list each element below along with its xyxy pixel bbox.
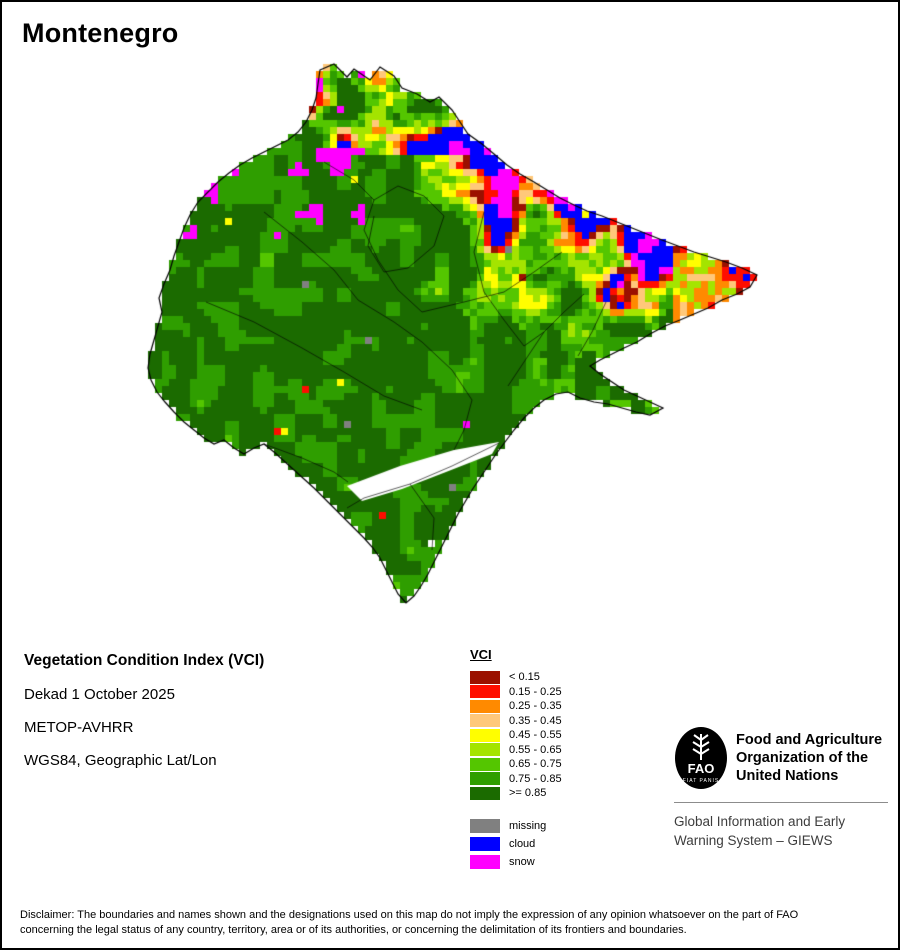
legend-swatch (470, 757, 500, 771)
info-dekad: Dekad 1 October 2025 (24, 686, 175, 703)
legend-label: cloud (509, 837, 536, 850)
legend-swatch (470, 714, 500, 728)
giews-label: Global Information and Early Warning Sys… (674, 813, 888, 851)
legend-label: 0.15 - 0.25 (509, 685, 562, 698)
fao-logo-row: FAO FIAT PANIS Food and Agriculture Orga… (674, 726, 888, 790)
legend-label: < 0.15 (509, 671, 540, 684)
legend-label: 0.45 - 0.55 (509, 729, 562, 742)
legend-swatch (470, 854, 500, 869)
legend-label: 0.75 - 0.85 (509, 772, 562, 785)
legend-row: snow (470, 853, 562, 871)
disclaimer-line: Disclaimer: The boundaries and names sho… (20, 909, 799, 921)
legend-row: 0.45 - 0.55 (470, 728, 562, 743)
legend-row: missing (470, 817, 562, 835)
disclaimer: Disclaimer: The boundaries and names sho… (20, 908, 884, 937)
info-projection: WGS84, Geographic Lat/Lon (24, 752, 217, 769)
legend-swatch (470, 728, 500, 742)
legend-row: 0.35 - 0.45 (470, 714, 562, 729)
legend-swatch (470, 670, 500, 684)
legend-swatch (470, 743, 500, 757)
legend-label: 0.35 - 0.45 (509, 714, 562, 727)
legend-row: >= 0.85 (470, 786, 562, 801)
fao-name-line: United Nations (736, 768, 839, 785)
legend-row: < 0.15 (470, 670, 562, 685)
legend-row: 0.75 - 0.85 (470, 772, 562, 787)
fao-organization-name: Food and Agriculture Organization of the… (736, 731, 882, 785)
legend-label: missing (509, 819, 547, 832)
disclaimer-line: concerning the legal status of any count… (20, 923, 687, 936)
legend-swatch (470, 772, 500, 786)
legend-label: >= 0.85 (509, 787, 547, 800)
legend-swatch (470, 685, 500, 699)
fao-logo-text: FAO (688, 761, 715, 776)
legend-row: 0.65 - 0.75 (470, 757, 562, 772)
fao-logo-icon: FAO FIAT PANIS (675, 727, 727, 789)
legend-swatch (470, 699, 500, 713)
montenegro-vci-raster-map (2, 2, 898, 634)
legend-label: 0.65 - 0.75 (509, 758, 562, 771)
info-sensor: METOP-AVHRR (24, 719, 134, 736)
legend-title: VCI (470, 647, 492, 662)
legend-swatch (470, 786, 500, 800)
legend-row: 0.15 - 0.25 (470, 685, 562, 700)
legend-classes: < 0.15 0.15 - 0.25 0.25 - 0.35 0.35 - 0.45 0… (470, 670, 562, 801)
legend-swatch (470, 836, 500, 851)
legend-label: 0.55 - 0.65 (509, 743, 562, 756)
fao-name-line: Food and Agriculture (736, 731, 883, 748)
map-info-block: Vegetation Condition Index (VCI) Dekad 1… (24, 652, 264, 769)
info-product-name: Vegetation Condition Index (VCI) (24, 652, 265, 669)
legend-label: snow (509, 855, 535, 868)
giews-line: Warning System – GIEWS (674, 832, 833, 848)
legend-row: cloud (470, 835, 562, 853)
fao-name-line: Organization of the (736, 749, 869, 766)
fao-logo-motto: FIAT PANIS (683, 778, 719, 784)
fao-block: FAO FIAT PANIS Food and Agriculture Orga… (674, 726, 888, 851)
legend: VCI < 0.15 0.15 - 0.25 0.25 - 0.35 0.35 - 0… (470, 647, 562, 871)
giews-line: Global Information and Early (674, 814, 846, 829)
legend-label: 0.25 - 0.35 (509, 700, 562, 713)
separator-line (674, 802, 888, 803)
legend-extras: missing cloud snow (470, 817, 562, 871)
legend-row: 0.25 - 0.35 (470, 699, 562, 714)
legend-swatch (470, 818, 500, 833)
legend-row: 0.55 - 0.65 (470, 743, 562, 758)
